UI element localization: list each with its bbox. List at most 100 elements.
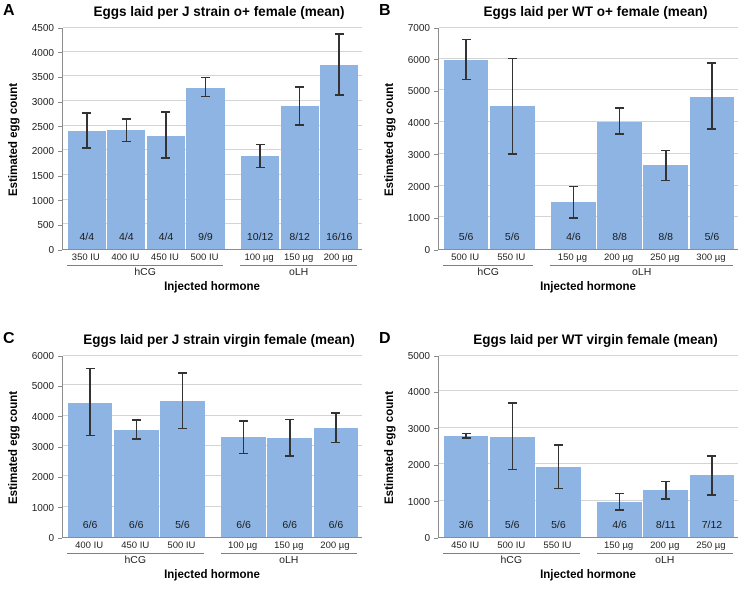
- y-tick-label: 4000: [407, 387, 430, 399]
- bar-count-label: 6/6: [128, 519, 144, 531]
- bar-count-label: 4/4: [79, 231, 95, 243]
- y-tick-mark: [58, 150, 62, 152]
- chart-title: Eggs laid per WT o+ female (mean): [483, 4, 708, 19]
- plot-wrap: 3/6 5/6 5/6 4/6 8/11 7/12 450 IU 500 IU 550 IU hC…: [438, 355, 746, 581]
- error-bar: [711, 455, 713, 495]
- error-bar-cap: [461, 432, 471, 435]
- x-tick-label: 200 µg: [323, 252, 353, 263]
- gridline: [63, 445, 362, 446]
- error-bar-cap: [615, 133, 625, 135]
- y-tick-label: 1500: [31, 171, 54, 182]
- chart-body: Estimated egg count 0 1000 2000 3000 4000 5000…: [382, 351, 753, 581]
- gridline: [63, 505, 362, 507]
- chart-title: Eggs laid per WT virgin female (mean): [473, 332, 718, 347]
- x-tick-label: 100 µg: [227, 540, 258, 551]
- plot-wrap: 4/4 4/4 4/4 9/9 10/12 8/12 16/16 350 IU 400 IU 45…: [62, 27, 370, 293]
- error-bar: [165, 111, 167, 159]
- y-tick-mark: [434, 464, 438, 466]
- gridline: [63, 414, 362, 416]
- error-bar: [289, 419, 291, 457]
- error-bar-cap: [661, 498, 671, 500]
- error-bar-cap: [285, 418, 295, 421]
- group-underline: [67, 553, 204, 554]
- plot-area: 3/6 5/6 5/6 4/6 8/11 7/12: [438, 355, 738, 538]
- x-tick-label: 500 IU: [497, 540, 526, 551]
- error-bar-cap: [131, 419, 141, 421]
- chart-title: Eggs laid per J strain o+ female (mean): [93, 4, 345, 19]
- plot-area: 5/6 5/6 4/6 8/8 8/8 5/6: [438, 27, 738, 250]
- y-tick-mark: [58, 126, 62, 128]
- bar: [241, 155, 280, 249]
- bar: [186, 87, 225, 249]
- bar-count-label: 6/6: [236, 519, 251, 531]
- error-bar-cap: [331, 441, 341, 444]
- error-bar-cap: [615, 492, 625, 495]
- y-tick-label: 2000: [31, 472, 54, 484]
- x-axis-title: Injected hormone: [164, 569, 260, 581]
- error-bar-cap: [507, 153, 517, 155]
- gridline: [439, 426, 738, 428]
- y-tick-label: 3000: [407, 149, 430, 161]
- bar-count-label: 6/6: [328, 519, 344, 531]
- x-axis: 450 IU 500 IU 550 IU hCG 150 µg 200 µg 250 µg o…: [438, 538, 738, 567]
- error-bar: [298, 87, 301, 126]
- y-tick-label: 2500: [31, 121, 54, 133]
- error-bar-cap: [661, 179, 671, 182]
- group-label: oLH: [279, 554, 299, 566]
- y-tick-mark: [58, 385, 62, 387]
- x-tick-label: 100 µg: [244, 252, 274, 263]
- bar-count-label: 5/6: [704, 231, 720, 243]
- group-label: hCG: [500, 554, 523, 566]
- x-axis-title: Injected hormone: [164, 281, 260, 293]
- x-axis-title: Injected hormone: [540, 281, 636, 293]
- error-bar: [511, 58, 513, 154]
- group-label: hCG: [477, 266, 499, 278]
- plot-wrap: 6/6 6/6 5/6 6/6 6/6 6/6 400 IU 450 IU 500 IU hCG 1…: [62, 355, 370, 581]
- error-bar-cap: [707, 128, 717, 130]
- y-tick-label: 2000: [31, 146, 54, 158]
- plot-area: 6/6 6/6 5/6 6/6 6/6 6/6: [62, 355, 362, 538]
- bar-count-label: 9/9: [198, 231, 213, 243]
- y-tick-label: 2000: [407, 460, 430, 472]
- error-bar-cap: [553, 487, 563, 490]
- error-bar-cap: [661, 149, 671, 152]
- gridline: [439, 121, 738, 123]
- bar-count-label: 4/6: [566, 231, 581, 243]
- error-bar: [618, 108, 621, 134]
- error-bar-cap: [82, 112, 92, 114]
- x-tick-label: 200 µg: [320, 540, 350, 551]
- plot-area: 4/4 4/4 4/4 9/9 10/12 8/12 16/16: [62, 27, 362, 250]
- x-tick-label: 500 IU: [451, 252, 480, 263]
- x-tick-label: 250 µg: [696, 540, 726, 551]
- y-tick-label: 4500: [31, 23, 54, 34]
- gridline: [63, 75, 362, 77]
- chart-body: Estimated egg count 0 500 1000 1500 2000 2500 3…: [6, 23, 376, 293]
- bar-count-label: 5/6: [175, 519, 190, 531]
- bar-count-label: 8/8: [658, 231, 674, 243]
- y-tick-mark: [58, 224, 62, 226]
- gridline: [439, 27, 738, 28]
- y-tick-mark: [434, 186, 438, 188]
- y-tick-mark: [58, 249, 62, 251]
- x-tick-label: 300 µg: [696, 252, 726, 263]
- y-tick-mark: [434, 122, 438, 124]
- x-tick-label: 450 IU: [150, 252, 179, 263]
- error-bar-cap: [131, 438, 141, 440]
- y-axis: 0 1000 2000 3000 4000 5000: [398, 351, 438, 544]
- group-underline: [443, 553, 580, 554]
- error-bar-cap: [121, 118, 131, 120]
- y-axis: 0 1000 2000 3000 4000 5000 6000: [22, 351, 62, 544]
- error-bar-cap: [661, 480, 671, 483]
- gridline: [63, 475, 362, 477]
- y-tick-mark: [434, 217, 438, 219]
- bar: [280, 106, 319, 249]
- y-tick-label: 4000: [31, 47, 54, 59]
- bar-count-label: 8/11: [655, 519, 676, 531]
- group-underline: [67, 265, 224, 266]
- gridline: [63, 50, 362, 52]
- x-tick-label: 250 µg: [650, 252, 680, 263]
- y-tick-label: 5000: [31, 381, 54, 393]
- error-bar: [125, 118, 128, 142]
- y-tick-label: 5000: [407, 351, 430, 362]
